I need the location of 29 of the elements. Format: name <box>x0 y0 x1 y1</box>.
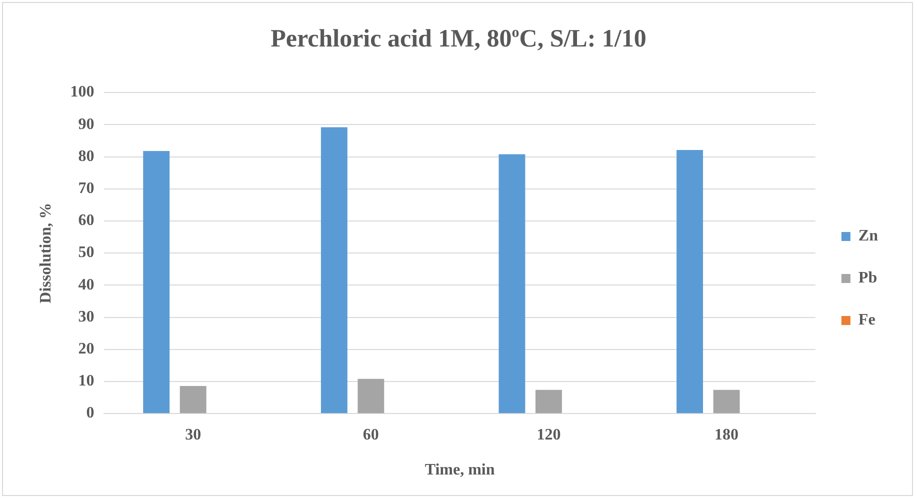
bar <box>535 390 562 414</box>
y-tick-label: 0 <box>86 404 94 422</box>
y-tick-label: 30 <box>78 308 94 326</box>
bar <box>143 151 170 414</box>
legend-label: Pb <box>858 270 878 287</box>
legend-label: Zn <box>858 228 878 245</box>
y-tick-label: 40 <box>78 276 94 294</box>
y-tick-label: 60 <box>78 212 94 230</box>
y-tick-label: 20 <box>78 340 94 358</box>
x-tick-label: 180 <box>714 426 739 444</box>
bar <box>180 386 206 414</box>
x-tick-label: 30 <box>185 426 202 444</box>
y-tick-label: 90 <box>78 116 94 133</box>
bar <box>358 378 384 414</box>
chart-title: Perchloric acid 1M, 80$^{o}$C, S/L: 1/10 <box>270 25 648 54</box>
x-tick-label: 120 <box>536 426 561 444</box>
bar <box>320 127 348 414</box>
y-tick-label: 70 <box>78 180 94 198</box>
x-tick-label: 60 <box>362 426 379 444</box>
bar <box>713 390 740 414</box>
y-tick-label: 50 <box>78 244 94 262</box>
legend-label: Fe <box>858 312 876 329</box>
y-tick-label: 100 <box>70 84 94 101</box>
y-tick-label: 10 <box>78 372 94 390</box>
x-axis-title: Time, min <box>424 462 495 479</box>
bar <box>498 154 526 414</box>
y-tick-label: 80 <box>78 148 94 165</box>
y-axis-title: Dissolution, % <box>38 202 55 304</box>
bar <box>676 150 704 414</box>
